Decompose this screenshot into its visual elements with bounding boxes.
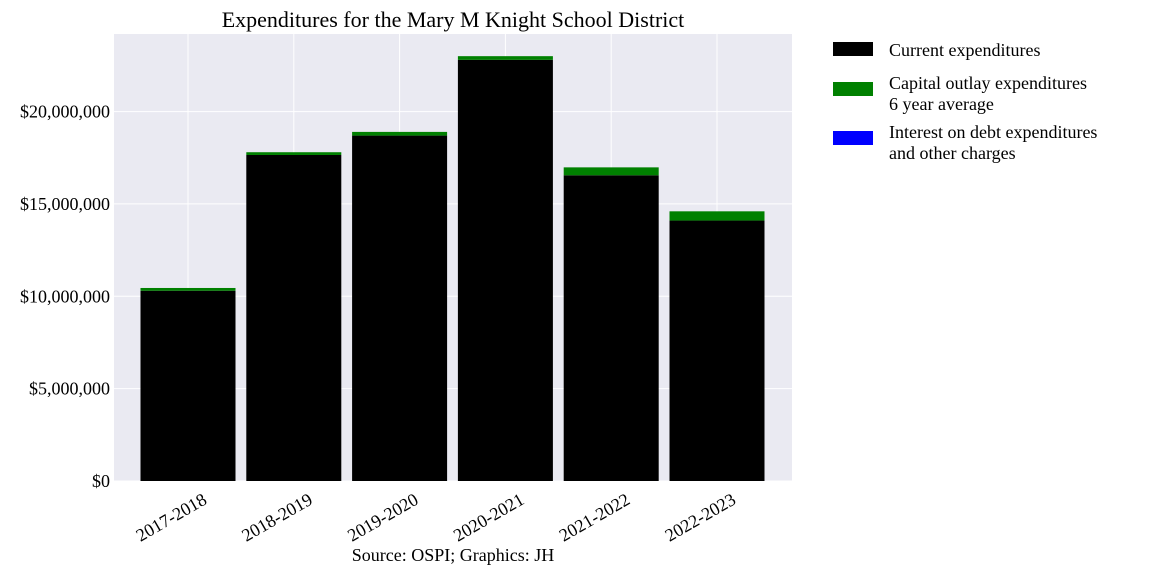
- source-caption: Source: OSPI; Graphics: JH: [352, 545, 554, 565]
- bars: [140, 56, 765, 482]
- bar-2019-2020-series-1: [352, 131, 448, 136]
- x-tick-label-2: 2019-2020: [344, 489, 422, 545]
- bar-2022-2023-series-1: [669, 211, 765, 221]
- x-tick-label-5: 2022-2023: [661, 489, 739, 545]
- bar-2017-2018-series-0: [140, 290, 236, 481]
- x-tick-label-0: 2017-2018: [132, 489, 210, 545]
- bar-2020-2021-series-0: [457, 59, 553, 482]
- legend-swatch-2: [833, 131, 873, 145]
- bar-2018-2019-series-0: [246, 154, 342, 481]
- legend: Current expenditures Capital outlay expen…: [833, 40, 1097, 163]
- bar-2017-2018-series-1: [140, 287, 236, 291]
- x-tick-labels: 2017-2018 2018-2019 2019-2020 2020-2021 2021…: [132, 489, 739, 545]
- bar-2022-2023-series-0: [669, 220, 765, 481]
- bar-2019-2020-series-0: [352, 135, 448, 481]
- y-tick-label-4: $20,000,000: [20, 102, 110, 122]
- legend-label-0: Current expenditures: [889, 40, 1040, 60]
- legend-swatch-1: [833, 82, 873, 96]
- bar-2021-2022-series-0: [563, 175, 659, 482]
- legend-label-1: Capital outlay expenditures 6 year averag…: [889, 73, 1087, 114]
- bar-2020-2021-series-1: [457, 56, 553, 60]
- legend-label-2: Interest on debt expenditures and other c…: [889, 122, 1097, 163]
- y-tick-label-1: $5,000,000: [29, 379, 110, 399]
- chart-title: Expenditures for the Mary M Knight Schoo…: [222, 7, 685, 32]
- y-tick-labels: $0 $5,000,000 $10,000,000 $15,000,000 $20,00…: [20, 102, 110, 491]
- y-tick-label-2: $10,000,000: [20, 286, 110, 306]
- bar-2021-2022-series-1: [563, 167, 659, 176]
- legend-swatch-0: [833, 42, 873, 56]
- y-tick-label-0: $0: [92, 471, 110, 491]
- x-tick-label-1: 2018-2019: [238, 489, 316, 545]
- x-tick-label-4: 2021-2022: [556, 489, 634, 545]
- bar-2018-2019-series-1: [246, 152, 342, 155]
- y-tick-label-3: $15,000,000: [20, 194, 110, 214]
- x-tick-label-3: 2020-2021: [450, 489, 528, 545]
